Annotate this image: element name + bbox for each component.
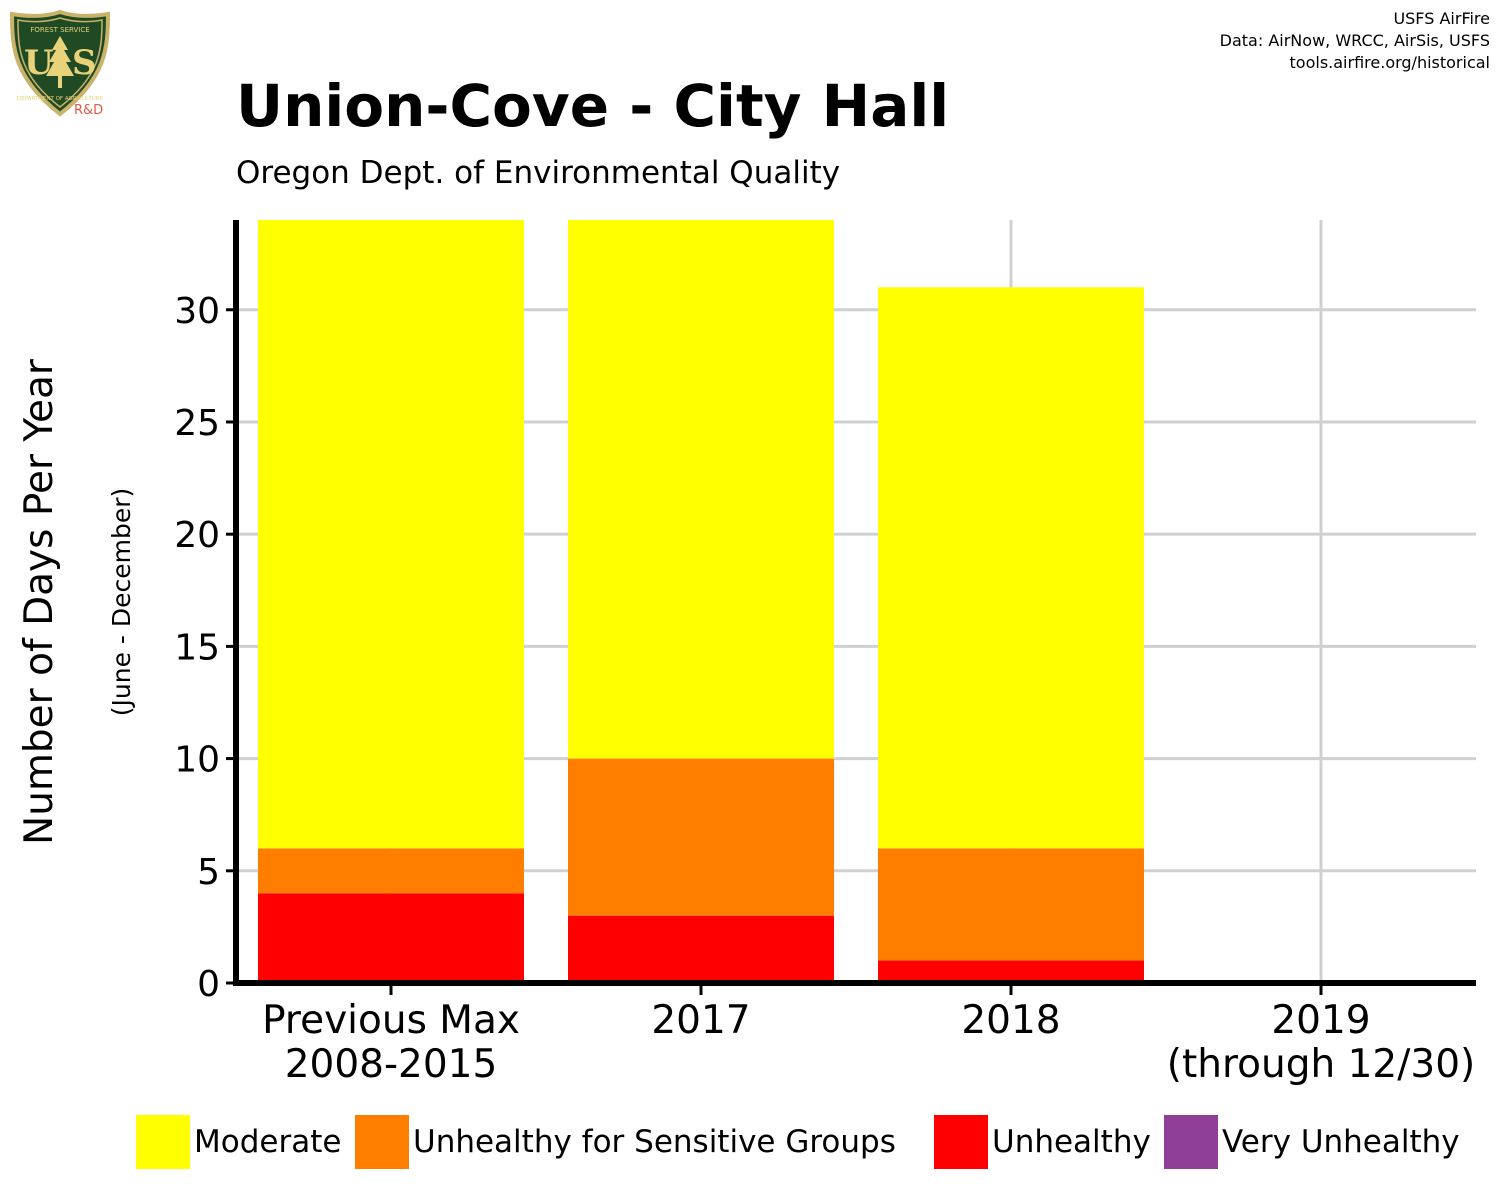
logo-rd: R&D: [74, 103, 103, 118]
y-axis-label: Number of Days Per Year: [17, 358, 62, 845]
legend-label-moderate: Moderate: [194, 1124, 342, 1160]
y-tick-label-25: 25: [174, 403, 220, 444]
forest-service-logo: U S FOREST SERVICE DEPARTMENT OF AGRICUL…: [9, 9, 111, 118]
legend-label-usg: Unhealthy for Sensitive Groups: [413, 1124, 896, 1160]
legend-item-usg: Unhealthy for Sensitive Groups: [355, 1114, 896, 1170]
svg-text:S: S: [72, 43, 97, 83]
legend-item-unhealthy: Unhealthy: [934, 1114, 1151, 1170]
y-tick-labels: 0 5 10 15 20 25 30: [174, 291, 220, 1005]
bars: [258, 220, 1144, 983]
legend-swatch-usg: [355, 1115, 409, 1169]
credit-line-3: tools.airfire.org/historical: [1289, 53, 1490, 72]
logo-bottom-text: DEPARTMENT OF AGRICULTURE: [17, 96, 104, 102]
bar-0-unhealthy: [258, 893, 524, 983]
legend: Moderate Unhealthy for Sensitive Groups …: [0, 1114, 1500, 1170]
bar-2-unhealthy: [878, 960, 1144, 983]
legend-label-very-unhealthy: Very Unhealthy: [1222, 1124, 1460, 1160]
bar-1-moderate: [568, 220, 834, 759]
y-tick-label-10: 10: [174, 740, 220, 781]
x-tick-label-1: 2017: [651, 998, 750, 1043]
bar-2-unhealthy-for-sensitive-groups: [878, 848, 1144, 961]
axes: [226, 220, 1476, 995]
x-tick-label-3: 2019 (through 12/30): [1167, 998, 1475, 1087]
y-axis-sublabel: (June - December): [107, 488, 136, 717]
bar-1-unhealthy: [568, 915, 834, 983]
credit-line-1: USFS AirFire: [1393, 9, 1490, 28]
y-tick-label-15: 15: [174, 627, 220, 668]
credit-line-2: Data: AirNow, WRCC, AirSis, USFS: [1219, 31, 1490, 50]
y-tick-label-0: 0: [197, 964, 220, 1005]
bar-0-moderate: [258, 220, 524, 849]
legend-swatch-very-unhealthy: [1164, 1115, 1218, 1169]
y-tick-label-30: 30: [174, 291, 220, 332]
y-tick-label-20: 20: [174, 515, 220, 556]
legend-item-very-unhealthy: Very Unhealthy: [1164, 1114, 1460, 1170]
stacked-bar-chart: 0 5 10 15 20 25 30 Previous Max 2008-2015 2017 20…: [17, 220, 1476, 1087]
bar-0-unhealthy-for-sensitive-groups: [258, 848, 524, 894]
x-tick-label-0: Previous Max 2008-2015: [262, 998, 520, 1087]
x-tick-label-2: 2018: [961, 998, 1060, 1043]
chart-title: Union-Cove - City Hall: [236, 72, 950, 140]
bar-1-unhealthy-for-sensitive-groups: [568, 758, 834, 916]
legend-item-moderate: Moderate: [136, 1114, 341, 1170]
x-tick-labels: Previous Max 2008-2015 2017 2018 2019 (throug…: [262, 998, 1475, 1087]
bar-2-moderate: [878, 287, 1144, 849]
legend-label-unhealthy: Unhealthy: [992, 1124, 1151, 1160]
chart-subtitle: Oregon Dept. of Environmental Quality: [236, 155, 841, 191]
svg-text:U: U: [24, 43, 54, 83]
y-tick-label-5: 5: [197, 852, 220, 893]
legend-swatch-moderate: [136, 1115, 190, 1169]
logo-top-text: FOREST SERVICE: [30, 26, 89, 34]
legend-swatch-unhealthy: [934, 1115, 988, 1169]
credits: USFS AirFire Data: AirNow, WRCC, AirSis,…: [1220, 8, 1490, 74]
